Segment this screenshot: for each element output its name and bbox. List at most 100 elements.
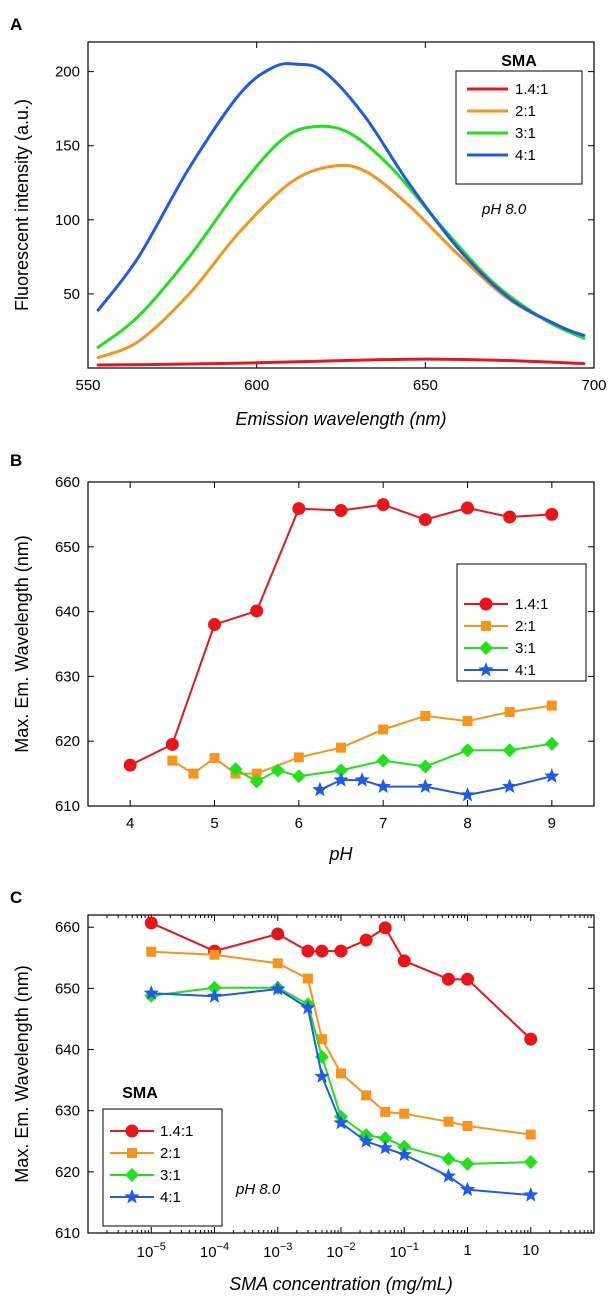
data-point: [460, 743, 475, 758]
data-point: [333, 1114, 349, 1130]
y-tick-label: 640: [55, 604, 80, 621]
x-axis-label: Emission wavelength (nm): [235, 409, 446, 429]
data-point: [209, 753, 220, 764]
data-point: [251, 768, 262, 779]
data-point: [440, 1168, 457, 1183]
data-point: [461, 972, 474, 986]
data-point: [302, 973, 313, 984]
x-tick-label: 10−3: [263, 1241, 292, 1261]
data-point: [377, 1140, 393, 1155]
data-point: [249, 774, 264, 789]
data-point: [250, 604, 264, 618]
data-point: [443, 1116, 454, 1127]
data-point: [123, 758, 137, 772]
series-line: [235, 742, 552, 783]
data-point: [459, 787, 476, 802]
data-point: [397, 1139, 412, 1154]
data-point: [292, 502, 306, 516]
legend-marker: [125, 1124, 139, 1138]
data-point: [188, 768, 199, 779]
data-point: [334, 504, 348, 518]
series-3-1: [228, 736, 559, 789]
data-point: [459, 1181, 476, 1197]
series-1-4-1: [144, 916, 538, 1046]
data-point: [502, 743, 517, 758]
data-point: [376, 753, 391, 768]
y-axis-label: Fluorescent intensity (a.u.): [12, 99, 32, 311]
series-4-1: [312, 768, 560, 802]
data-point: [441, 1152, 456, 1167]
y-axis-label: Max. Em. Wavelength (nm): [12, 965, 32, 1182]
x-tick-label: 10−2: [326, 1241, 355, 1261]
legend-marker: [124, 1189, 140, 1204]
data-point: [144, 916, 158, 930]
legend-label: 3:1: [515, 640, 536, 657]
series-2-1: [96, 163, 586, 360]
data-point: [417, 778, 433, 793]
series-line: [96, 357, 586, 367]
x-tick-label: 550: [75, 377, 100, 394]
data-point: [300, 1000, 316, 1015]
series-line: [150, 921, 532, 1040]
series-2-1: [146, 946, 536, 1140]
data-point: [312, 781, 328, 797]
axes-frame: [87, 41, 595, 369]
data-point: [462, 716, 473, 727]
data-point: [316, 1034, 327, 1045]
panel-letter: C: [10, 888, 22, 907]
data-point: [502, 778, 518, 793]
x-tick-label: 10: [522, 1242, 539, 1259]
data-point: [270, 981, 286, 996]
legend-marker: [481, 621, 491, 631]
x-axis-label: pH: [328, 844, 353, 864]
x-tick-label: 4: [126, 815, 134, 832]
legend-label: 3:1: [160, 1167, 181, 1184]
data-point: [544, 768, 560, 783]
legend-box: [456, 563, 587, 682]
data-point: [334, 944, 348, 958]
data-point: [167, 755, 178, 766]
data-point: [271, 927, 285, 941]
data-point: [336, 742, 346, 753]
y-tick-label: 630: [55, 1103, 80, 1120]
y-axis-label: Max. Em. Wavelength (nm): [12, 535, 32, 752]
series-4-1: [143, 981, 539, 1202]
data-point: [359, 933, 373, 947]
x-axis-label: SMA concentration (mg/mL): [229, 1274, 452, 1294]
ph-annotation: pH 8.0: [235, 1181, 281, 1198]
data-point: [207, 980, 222, 995]
x-tick-label: 10−5: [137, 1241, 166, 1261]
panel-a: A 50 100 150 200 550 600 650 700 Emission wavelen…: [10, 15, 607, 429]
panel-letter: A: [10, 15, 22, 34]
x-tick-label: 6: [295, 815, 303, 832]
y-tick-label: 200: [55, 64, 80, 81]
legend-marker: [125, 1168, 139, 1182]
y-tick-label: 150: [55, 138, 80, 155]
data-point: [546, 700, 557, 711]
data-point: [380, 1106, 391, 1117]
data-point: [146, 946, 157, 957]
legend-label: 4:1: [515, 662, 536, 679]
data-point: [334, 763, 348, 778]
legend-label: 2:1: [515, 103, 536, 120]
data-point: [524, 1032, 538, 1046]
series-line: [319, 775, 553, 796]
data-point: [418, 513, 432, 527]
series-2-1: [167, 700, 557, 779]
series-line: [96, 124, 586, 349]
data-point: [378, 724, 389, 735]
data-point: [333, 772, 349, 787]
panel-b: B 610 620 630 640 650 660 4 5 6 7 8 9 pH Max. Em. Wave…: [10, 451, 595, 864]
y-tick-label: 620: [55, 1164, 80, 1181]
series-1-4-1: [123, 498, 559, 772]
y-tick-label: 650: [55, 539, 80, 556]
data-point: [270, 763, 285, 778]
data-point: [143, 985, 159, 1000]
data-point: [314, 1068, 330, 1083]
y-tick-label: 660: [55, 474, 80, 491]
legend-label: 1.4:1: [515, 596, 548, 613]
